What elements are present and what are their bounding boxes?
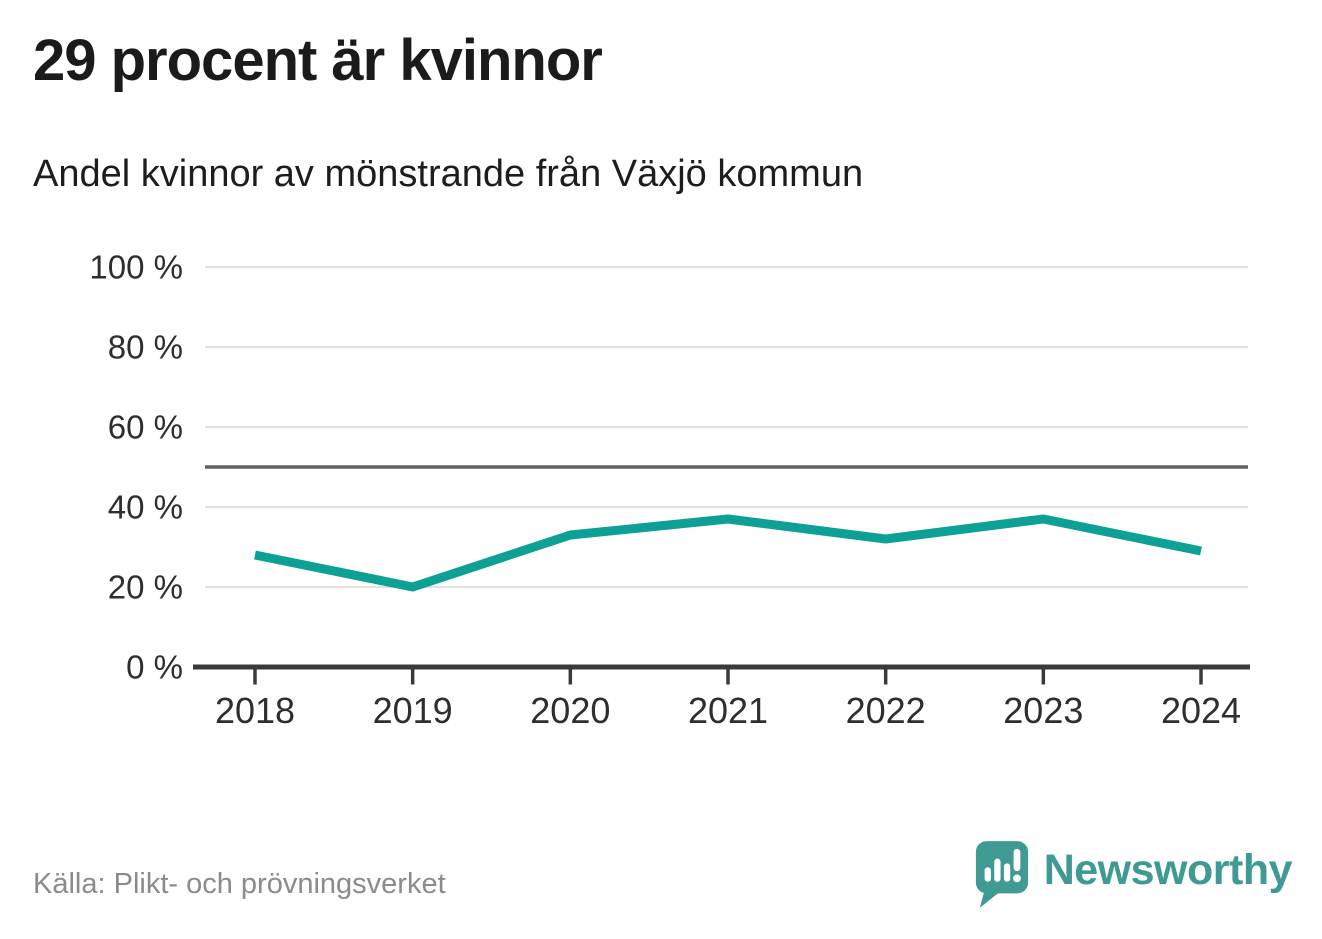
y-tick-label-20: 20 % bbox=[108, 569, 183, 606]
brand-logo: Newsworthy bbox=[973, 838, 1293, 910]
chart-title: 29 procent är kvinnor bbox=[33, 28, 603, 93]
y-tick-label-40: 40 % bbox=[108, 489, 183, 526]
x-tick-label-2022: 2022 bbox=[846, 690, 926, 731]
x-tick-label-2023: 2023 bbox=[1003, 690, 1083, 731]
y-tick-label-60: 60 % bbox=[108, 409, 183, 446]
x-tick-label-2024: 2024 bbox=[1161, 690, 1241, 731]
x-tick-label-2020: 2020 bbox=[530, 690, 610, 731]
y-tick-label-80: 80 % bbox=[108, 329, 183, 366]
y-tick-label-0: 0 % bbox=[126, 649, 183, 686]
data-line bbox=[254, 514, 1202, 592]
source-note: Källa: Plikt- och prövningsverket bbox=[33, 868, 446, 900]
brand-name: Newsworthy bbox=[1043, 845, 1293, 894]
newsworthy-logo-icon bbox=[975, 841, 1028, 908]
y-tick-label-100: 100 % bbox=[89, 249, 183, 286]
x-tick-label-2021: 2021 bbox=[688, 690, 768, 731]
x-tick-label-2019: 2019 bbox=[373, 690, 453, 731]
x-tick-label-2018: 2018 bbox=[215, 690, 295, 731]
chart-subtitle: Andel kvinnor av mönstrande från Växjö k… bbox=[33, 153, 864, 195]
